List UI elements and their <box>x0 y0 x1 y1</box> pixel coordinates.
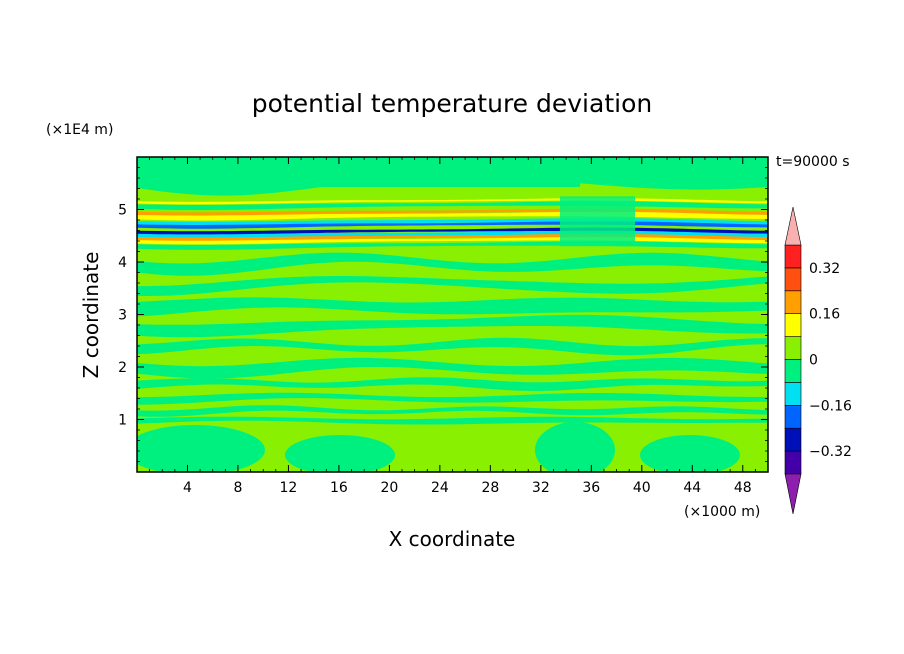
colorbar-label: −0.32 <box>809 444 852 460</box>
contour-field <box>137 157 768 472</box>
y-tick-label: 4 <box>118 255 127 271</box>
contour-band <box>137 276 768 296</box>
contour-band <box>137 337 768 356</box>
colorbar-label: −0.16 <box>809 398 852 414</box>
contour-band <box>137 357 768 379</box>
x-tick-label: 48 <box>734 480 752 496</box>
y-tick-label: 2 <box>118 360 127 376</box>
colorbar-segment <box>784 450 802 475</box>
contour-band <box>137 405 768 417</box>
x-unit-label: (×1000 m) <box>684 504 760 520</box>
x-tick-label: 40 <box>633 480 651 496</box>
colorbar-segment <box>784 336 802 360</box>
chart-title: potential temperature deviation <box>252 89 652 118</box>
colorbar-segment <box>784 290 802 314</box>
x-tick-label: 4 <box>183 480 192 496</box>
y-tick-label: 3 <box>118 308 127 324</box>
y-unit-label: (×1E4 m) <box>46 122 113 138</box>
colorbar-segment <box>784 244 802 269</box>
y-axis-label: Z coordinate <box>79 252 103 379</box>
contour-band <box>137 252 768 276</box>
colorbar-segment <box>784 404 802 429</box>
colorbar: 0.32 0.16 0 −0.16 −0.32 <box>784 206 852 515</box>
contour-band <box>640 435 740 472</box>
y-tick-label: 5 <box>118 203 127 219</box>
colorbar-segment <box>784 382 802 406</box>
y-axis: 1 2 3 4 5 <box>118 167 768 462</box>
x-tick-label: 32 <box>532 480 550 496</box>
contour-band <box>535 422 615 472</box>
contour-band <box>560 196 635 247</box>
colorbar-segment <box>784 313 802 337</box>
time-label: t=90000 s <box>776 154 850 170</box>
contour-band <box>137 425 265 472</box>
x-tick-label: 20 <box>380 480 398 496</box>
contour-band <box>285 435 395 472</box>
x-tick-label: 28 <box>481 480 499 496</box>
x-tick-label: 44 <box>683 480 701 496</box>
contour-band <box>137 416 768 425</box>
colorbar-label: 0 <box>809 353 818 369</box>
colorbar-high-arrow <box>784 206 802 246</box>
x-axis: 4 8 12 16 20 24 28 32 36 40 44 48 <box>149 157 756 496</box>
contour-band <box>137 314 768 338</box>
x-axis-label: X coordinate <box>389 527 516 551</box>
colorbar-segment <box>784 267 802 292</box>
colorbar-segment <box>784 359 802 383</box>
x-tick-label: 36 <box>582 480 600 496</box>
colorbar-segment <box>784 427 802 452</box>
colorbar-low-arrow <box>784 473 802 515</box>
contour-band <box>137 377 768 391</box>
colorbar-label: 0.16 <box>809 307 840 323</box>
colorbar-label: 0.32 <box>809 261 840 277</box>
contour-band <box>137 392 768 405</box>
x-tick-label: 12 <box>280 480 298 496</box>
x-tick-label: 16 <box>330 480 348 496</box>
y-tick-label: 1 <box>118 413 127 429</box>
contour-band <box>137 297 768 317</box>
x-tick-label: 24 <box>431 480 449 496</box>
contour-band <box>280 157 580 187</box>
x-tick-label: 8 <box>233 480 242 496</box>
